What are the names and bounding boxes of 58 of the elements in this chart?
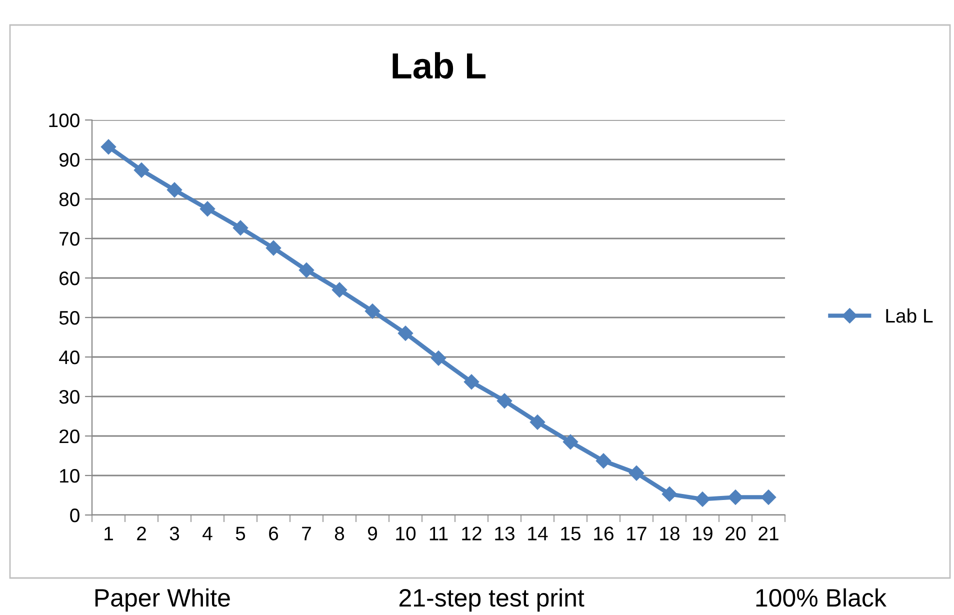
point (694, 492, 710, 507)
x-tick-label: 6 (269, 526, 278, 540)
x-tick-label: 19 (693, 526, 712, 540)
point (628, 466, 644, 481)
x-tick-label: 15 (561, 526, 580, 540)
point (530, 414, 546, 430)
text: 21-step test print (399, 588, 584, 612)
point (562, 434, 578, 450)
y-tick-label: 40 (59, 350, 80, 364)
point (364, 304, 380, 319)
x-tick-label: 21 (758, 526, 778, 540)
point (266, 240, 282, 256)
point (298, 262, 314, 278)
x-tick-label: 18 (660, 526, 680, 540)
chart-title: Lab L (392, 52, 486, 79)
text: Paper White (95, 588, 230, 612)
x-tick-label: 5 (236, 526, 246, 540)
y-tick-label: 0 (70, 508, 80, 522)
y-tick-label: 50 (59, 310, 80, 325)
y-tick-label: 90 (59, 152, 80, 167)
x-tick-label: 12 (462, 526, 482, 540)
point (232, 220, 248, 236)
x-tick-label: 4 (202, 526, 212, 540)
text: 100% Black (756, 588, 886, 607)
point (200, 201, 216, 216)
point (760, 490, 776, 505)
x-tick-label: 1 (104, 526, 113, 540)
x-tick-label: 10 (396, 526, 416, 540)
point (662, 486, 678, 502)
point (464, 374, 480, 390)
x-tick-label: 11 (430, 526, 448, 540)
x-tick-label: 20 (726, 526, 746, 540)
x-tick-label: 9 (368, 526, 377, 540)
x-tick-label: 16 (594, 526, 614, 540)
legend-label: Lab L (886, 308, 933, 323)
point (430, 350, 446, 366)
y-tick-label: 80 (59, 192, 80, 206)
point (398, 326, 414, 341)
x-tick-label: 17 (627, 526, 646, 540)
x-tick-label: 13 (495, 526, 514, 540)
y-tick-label: 10 (60, 468, 80, 483)
x-tick-label: 8 (334, 526, 344, 540)
y-tick-label: 100 (49, 113, 80, 128)
point (728, 490, 744, 505)
y-tick-label: 30 (59, 390, 80, 404)
y-tick-label: 60 (60, 271, 80, 286)
point (496, 393, 512, 408)
point (100, 139, 116, 154)
point (596, 453, 612, 468)
x-tick-label: 14 (528, 526, 548, 540)
point (166, 182, 182, 198)
y-tick-label: 20 (60, 429, 80, 444)
point (134, 162, 150, 178)
x-tick-label: 2 (137, 526, 146, 540)
y-tick-label: 70 (60, 232, 80, 246)
point (332, 282, 348, 298)
x-tick-label: 7 (302, 526, 311, 540)
x-tick-label: 3 (170, 526, 180, 540)
